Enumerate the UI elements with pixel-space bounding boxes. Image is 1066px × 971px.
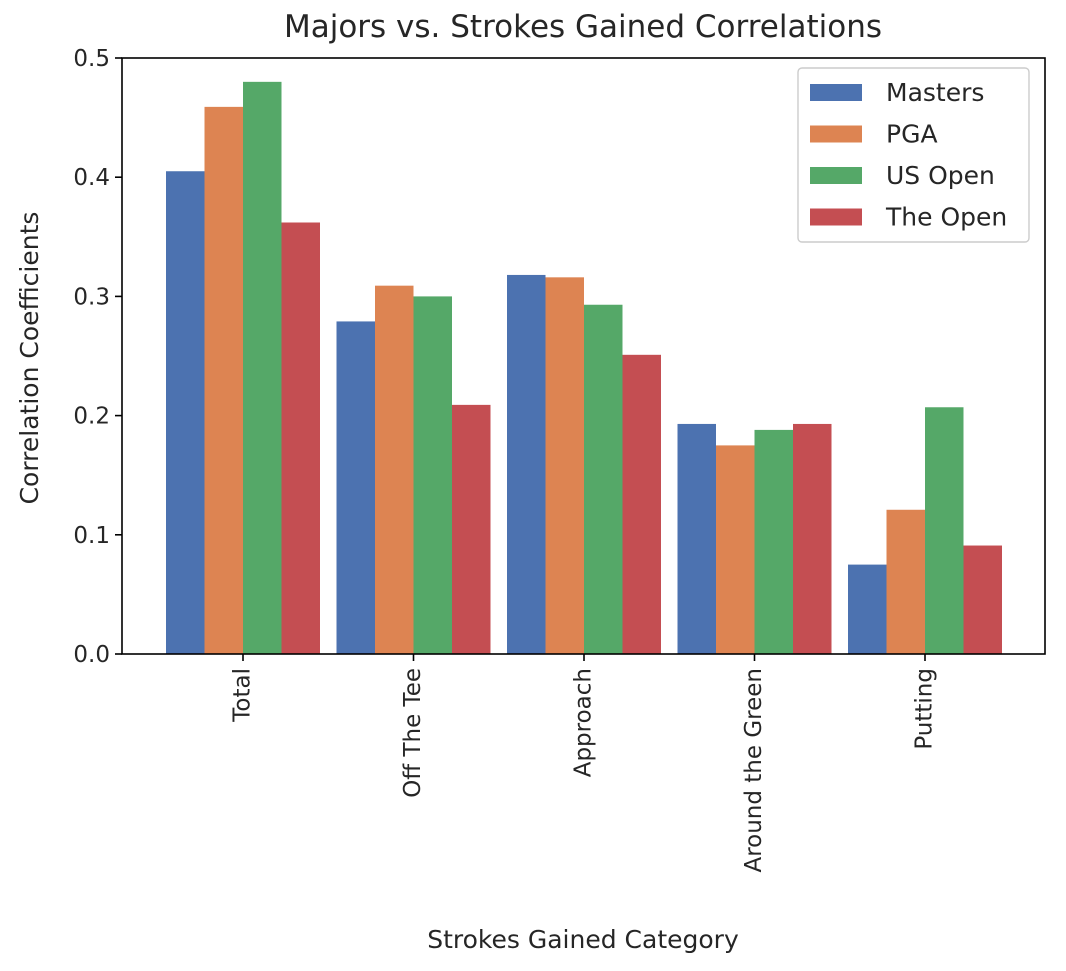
bar xyxy=(243,81,282,655)
legend-label: The Open xyxy=(885,203,1007,232)
bars-group xyxy=(166,81,1002,655)
y-tick-label: 0.3 xyxy=(73,284,110,310)
y-tick-label: 0.2 xyxy=(73,404,110,430)
bar xyxy=(925,407,964,654)
bar xyxy=(281,222,320,654)
x-tick-label: Putting xyxy=(912,668,938,750)
y-tick-label: 0.0 xyxy=(73,642,110,668)
legend-swatch xyxy=(810,125,862,143)
bar xyxy=(793,423,832,654)
bar xyxy=(677,423,716,654)
bar xyxy=(584,304,623,654)
legend-swatch xyxy=(810,84,862,101)
bar xyxy=(413,296,452,654)
bar xyxy=(963,545,1002,654)
bar xyxy=(716,445,755,654)
y-tick-label: 0.5 xyxy=(73,46,110,72)
x-tick-label: Around the Green xyxy=(741,668,767,873)
bar xyxy=(166,171,205,655)
legend: Masters PGA US Open The Open xyxy=(797,67,1030,243)
bar xyxy=(507,274,546,654)
bar xyxy=(452,404,491,654)
bar xyxy=(545,277,584,654)
x-axis-label: Strokes Gained Category xyxy=(427,925,739,954)
bar xyxy=(336,321,375,654)
x-tick-label: Total xyxy=(230,668,256,723)
legend-swatch xyxy=(810,167,862,184)
y-axis-label: Correlation Coefficients xyxy=(15,212,44,505)
legend-label: US Open xyxy=(886,161,995,190)
bar xyxy=(848,564,887,654)
bar xyxy=(886,509,925,654)
legend-frame xyxy=(797,67,1030,243)
legend-label: Masters xyxy=(886,78,984,107)
ticks-group: 0.0 0.1 0.2 0.3 0.4 0.5 Total Off The Tee Approa… xyxy=(73,46,937,873)
chart-title: Majors vs. Strokes Gained Correlations xyxy=(284,9,882,45)
bar xyxy=(375,285,414,654)
y-tick-label: 0.4 xyxy=(73,165,110,191)
legend-swatch xyxy=(810,208,862,226)
bar xyxy=(622,354,661,654)
y-tick-label: 0.1 xyxy=(73,523,110,549)
plot-frame xyxy=(121,57,1046,655)
legend-label: PGA xyxy=(886,120,938,149)
bar xyxy=(204,106,243,655)
bar xyxy=(754,429,793,654)
x-tick-label: Off The Tee xyxy=(400,668,426,798)
x-tick-label: Approach xyxy=(571,668,597,777)
